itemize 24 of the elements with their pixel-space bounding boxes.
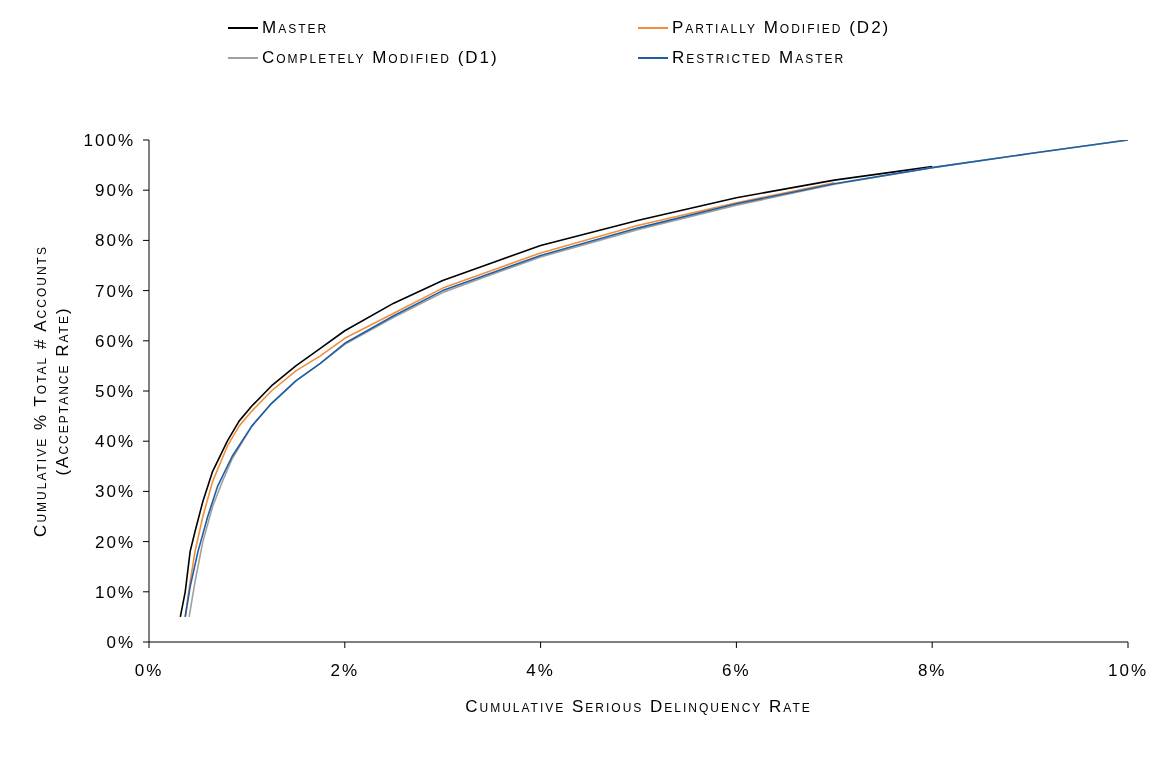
y-tick-label: 20% (94, 532, 135, 552)
y-tick-label: 60% (94, 331, 135, 351)
legend-label: Master (262, 18, 329, 38)
y-axis-title: Cumulative % Total # Accounts (Acceptance Rate) (31, 245, 72, 537)
y-tick-label: 70% (94, 281, 135, 301)
y-tick-label: 80% (94, 231, 135, 251)
legend-label: Completely Modified (D1) (262, 48, 499, 68)
x-tick-label: 6% (722, 661, 751, 681)
legend-label: Restricted Master (672, 48, 846, 68)
x-tick-label: 4% (526, 661, 555, 681)
y-tick-label: 10% (94, 582, 135, 602)
x-tick-label: 0% (134, 661, 164, 681)
y-tick-label: 50% (94, 382, 135, 402)
legend-label: Partially Modified (D2) (672, 18, 891, 38)
y-tick-label: 30% (94, 482, 135, 502)
y-tick-label: 90% (94, 181, 135, 201)
x-tick-label: 10% (1107, 661, 1149, 681)
y-tick-label: 0% (106, 633, 135, 653)
line-series (179, 165, 933, 618)
y-tick-label: 100% (83, 131, 135, 151)
x-tick-label: 2% (330, 661, 360, 681)
x-tick-label: 8% (917, 661, 947, 681)
y-tick-label: 40% (94, 432, 135, 452)
x-axis-title: Cumulative Serious Delinquency Rate (465, 697, 812, 716)
